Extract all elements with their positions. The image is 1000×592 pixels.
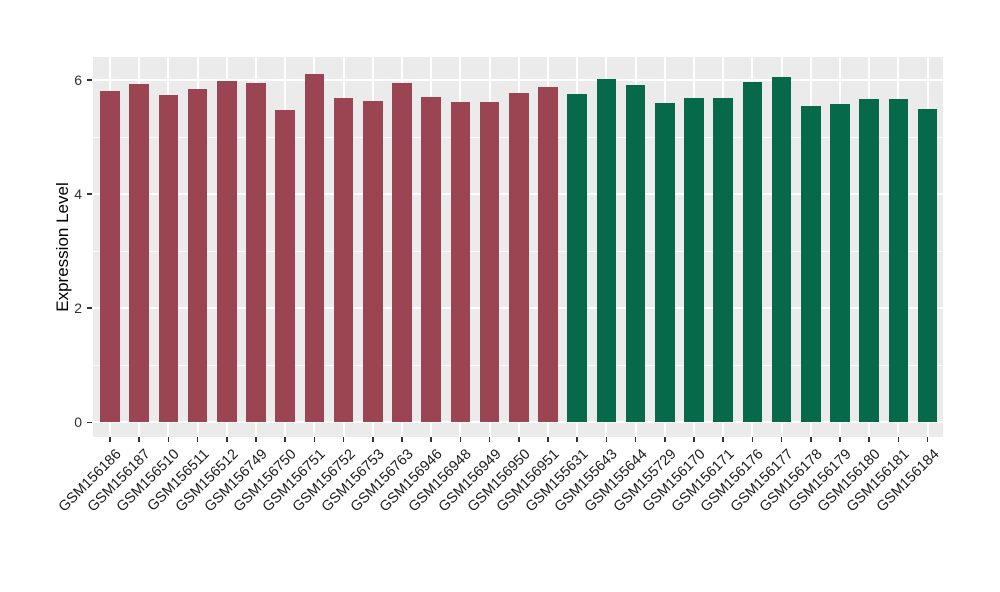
bar-GSM156176 (742, 81, 763, 423)
x-tick (313, 437, 316, 442)
y-tick-label: 4 (74, 185, 82, 202)
x-tick (897, 437, 900, 442)
bar-GSM156171 (713, 98, 733, 423)
x-tick (255, 437, 257, 442)
bar-GSM156751 (304, 73, 325, 423)
x-tick (167, 437, 170, 442)
bar-GSM156752 (333, 97, 354, 423)
bar-GSM155729 (655, 103, 675, 423)
x-tick (634, 437, 637, 442)
bar-GSM156512 (217, 81, 237, 423)
y-tick (87, 421, 92, 424)
y-tick (87, 79, 92, 81)
x-tick (839, 437, 841, 442)
bar-GSM156180 (859, 99, 879, 423)
x-tick (372, 437, 374, 442)
x-tick (401, 437, 403, 442)
bar-GSM156177 (771, 76, 792, 423)
x-tick (576, 437, 578, 442)
x-tick (780, 437, 783, 442)
x-tick (868, 437, 870, 442)
x-tick (196, 437, 199, 442)
x-tick (342, 437, 345, 442)
y-tick-label: 0 (74, 413, 82, 430)
x-tick (751, 437, 754, 442)
bar-GSM156749 (246, 83, 266, 423)
bar-GSM156750 (275, 110, 295, 423)
bar-GSM156946 (421, 96, 441, 423)
y-axis-title: Expression Level (53, 182, 72, 312)
bar-GSM156186 (100, 90, 120, 423)
x-tick (605, 437, 608, 442)
bar-GSM156178 (801, 105, 821, 423)
x-tick (226, 437, 228, 442)
bar-GSM156181 (888, 98, 909, 423)
bar-GSM156753 (363, 101, 383, 423)
x-tick (518, 437, 520, 442)
x-tick (547, 437, 549, 442)
bar-GSM156949 (479, 102, 500, 423)
x-tick (722, 437, 724, 442)
bar-GSM156951 (538, 87, 558, 423)
bar-GSM156763 (392, 83, 412, 423)
x-tick (138, 437, 140, 442)
bar-GSM156170 (684, 97, 704, 423)
y-tick (87, 193, 92, 195)
y-tick-label: 2 (74, 299, 82, 316)
bar-GSM155644 (625, 85, 646, 423)
x-tick (926, 437, 929, 442)
expression-level-bar-chart: Expression Level 0 2 4 6 GSM156186 GSM156187 G… (53, 57, 943, 515)
x-tick (430, 437, 432, 442)
x-tick (693, 437, 695, 442)
bar-GSM156510 (158, 94, 179, 423)
x-tick (810, 437, 812, 442)
bar-GSM156179 (830, 103, 850, 423)
bar-GSM155643 (596, 79, 617, 423)
bar-GSM156948 (450, 102, 471, 423)
x-tick (284, 437, 286, 442)
bar-GSM155631 (567, 93, 587, 423)
bar-GSM156511 (187, 88, 208, 423)
y-tick (87, 307, 92, 309)
plot-panel (93, 57, 943, 437)
bar-GSM156184 (917, 108, 938, 423)
x-tick (109, 437, 111, 442)
y-tick-label: 6 (74, 71, 82, 88)
bar-GSM156187 (129, 83, 149, 423)
x-tick (488, 437, 491, 442)
x-tick (459, 437, 462, 442)
x-tick (664, 437, 666, 442)
bar-GSM156950 (509, 92, 529, 423)
